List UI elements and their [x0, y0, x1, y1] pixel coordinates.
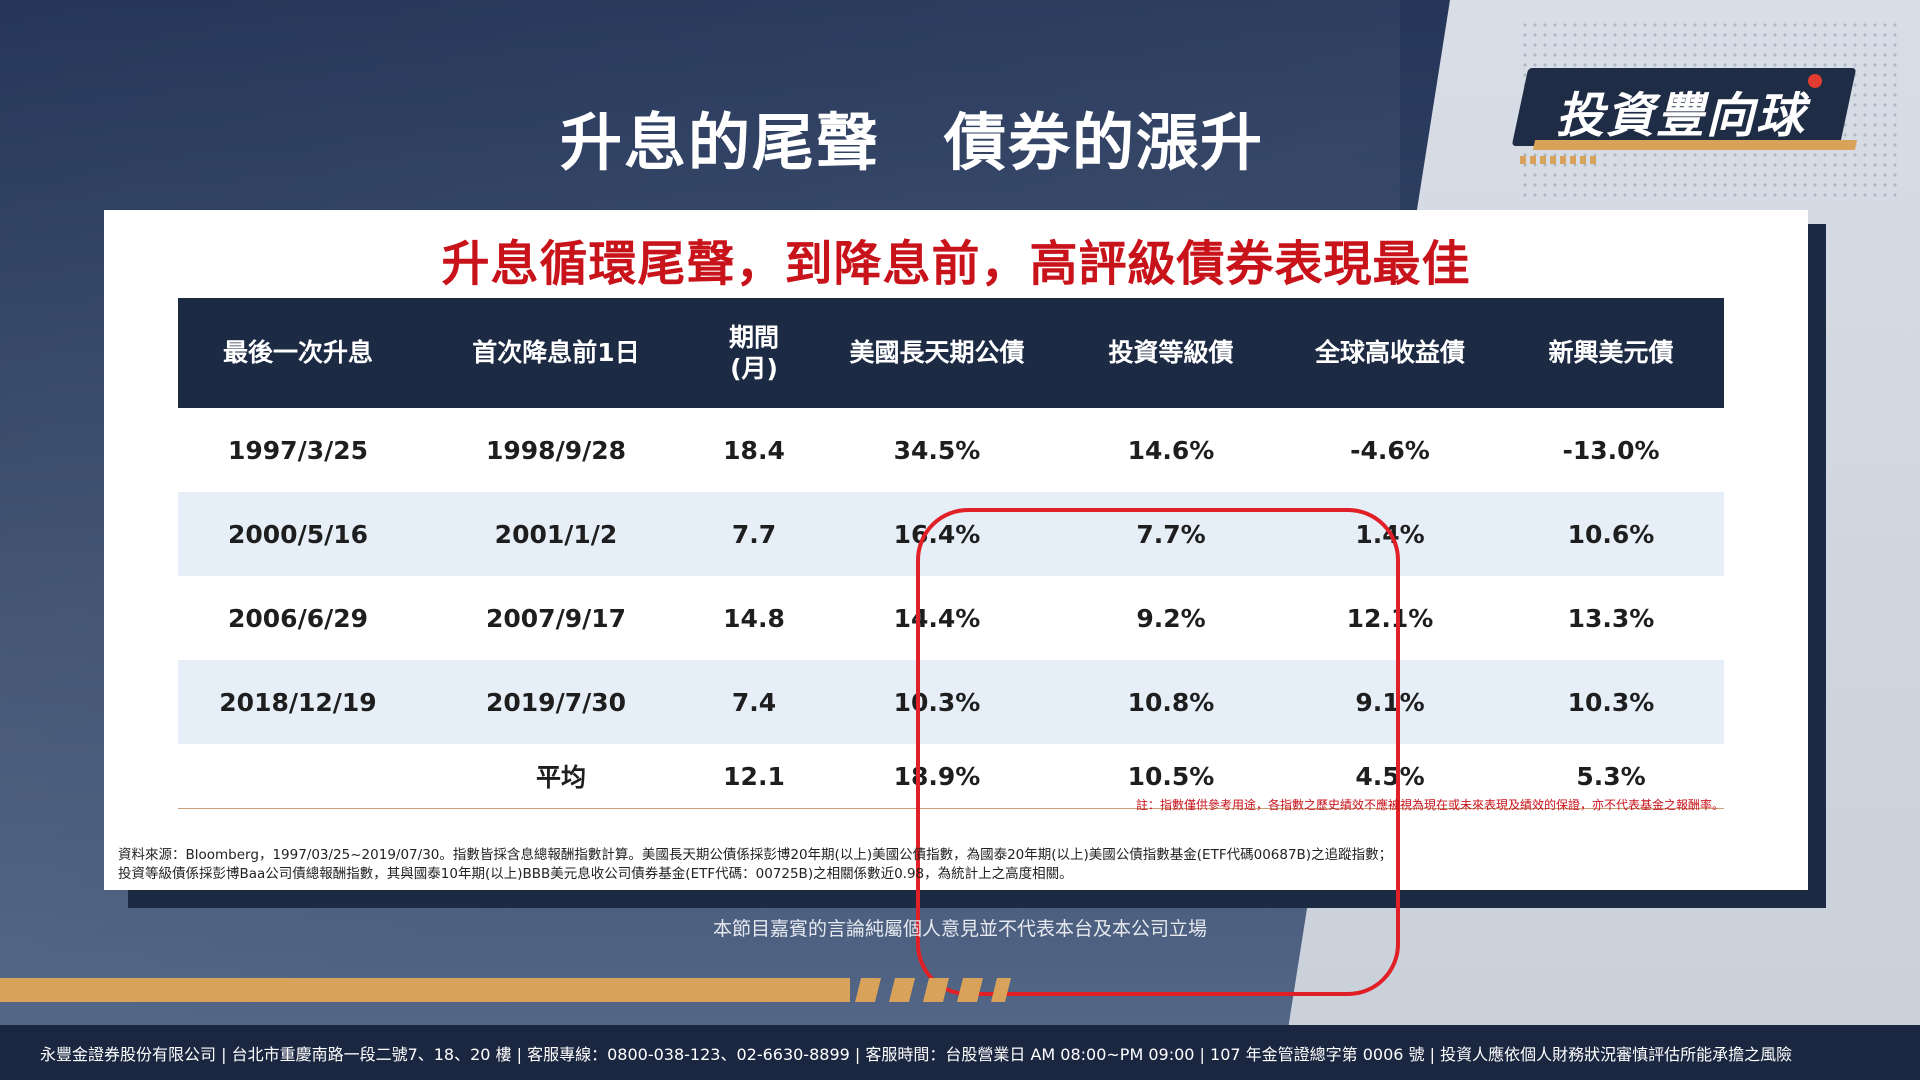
cell-average-label: 平均	[178, 744, 694, 809]
data-source-line: 投資等級債係採彭博Baa公司債總報酬指數，其與國泰10年期(以上)BBB美元息收…	[118, 866, 1073, 882]
cell-investment-grade: 9.2%	[1136, 603, 1206, 633]
cell-us-long-treasury: 14.4%	[893, 603, 981, 633]
table-average-row: 平均 12.1 18.9% 10.5% 4.5% 5.3%	[178, 744, 1724, 809]
cell-em-usd-bond: 10.3%	[1498, 660, 1724, 744]
cell-average-investment-grade: 10.5%	[1060, 744, 1282, 809]
cell-period: 14.8	[723, 603, 785, 633]
cell-us-long-treasury: 10.3%	[814, 660, 1060, 744]
cell-period: 7.7	[694, 492, 814, 576]
program-logo: 投資豐向球	[1511, 68, 1860, 166]
cell-day-before-cut: 2001/1/2	[418, 492, 694, 576]
card-subtitle: 升息循環尾聲，到降息前，高評級債券表現最佳	[441, 236, 1471, 292]
data-source-line: 資料來源：Bloomberg，1997/03/25~2019/07/30。指數皆…	[118, 847, 1393, 863]
cell-last-hike: 1997/3/25	[227, 435, 369, 465]
col-header-em-usd-bond: 新興美元債	[1498, 298, 1724, 408]
bottom-gold-ticks	[855, 978, 1011, 1002]
bond-performance-table: 最後一次升息 首次降息前1日 期間 (月) 美國長天期公債 投資等級債 全球高收…	[178, 298, 1724, 809]
logo-red-dot	[1808, 74, 1822, 88]
cell-period: 7.4	[694, 660, 814, 744]
col-header-day-before-first-cut: 首次降息前1日	[418, 298, 694, 408]
cell-us-long-treasury: 34.5%	[893, 435, 981, 465]
cell-day-before-cut: 1998/9/28	[485, 435, 627, 465]
program-disclaimer: 本節目嘉賓的言論純屬個人意見並不代表本台及本公司立場	[712, 918, 1207, 940]
cell-em-usd-bond: 13.3%	[1567, 603, 1655, 633]
footer-text: 永豐金證券股份有限公司 | 台北市重慶南路一段二號7、18、20 樓 | 客服專…	[40, 1045, 1793, 1064]
table-row: 2018/12/19 2019/7/30 7.4 10.3% 10.8% 9.1…	[178, 660, 1724, 744]
highlight-oval	[916, 508, 1400, 996]
cell-investment-grade: 7.7%	[1060, 492, 1282, 576]
cell-investment-grade: 14.6%	[1127, 435, 1215, 465]
logo-tick-marks	[1520, 156, 1600, 164]
col-header-period-months: 期間 (月)	[694, 298, 814, 408]
content-card: 升息循環尾聲，到降息前，高評級債券表現最佳 最後一次升息 首次降息前1日 期間 …	[104, 210, 1808, 996]
cell-last-hike: 2018/12/19	[178, 660, 418, 744]
disclaimer-note: 註：指數僅供參考用途，各指數之歷史績效不應被視為現在或未來表現及績效的保證，亦不…	[1135, 798, 1724, 812]
cell-average-period: 12.1	[694, 744, 814, 809]
cell-investment-grade: 10.8%	[1060, 660, 1282, 744]
table-header-row: 最後一次升息 首次降息前1日 期間 (月) 美國長天期公債 投資等級債 全球高收…	[178, 298, 1724, 408]
cell-global-high-yield: 9.1%	[1282, 660, 1498, 744]
cell-day-before-cut: 2019/7/30	[418, 660, 694, 744]
table-row: 1997/3/25 1998/9/28 18.4 34.5% 14.6% -4.…	[178, 408, 1724, 492]
page-title: 升息的尾聲 債券的漲升	[560, 106, 1265, 179]
cell-em-usd-bond: 10.6%	[1498, 492, 1724, 576]
cell-global-high-yield: -4.6%	[1350, 435, 1430, 465]
cell-day-before-cut: 2007/9/17	[485, 603, 627, 633]
col-header-last-hike: 最後一次升息	[178, 298, 418, 408]
cell-em-usd-bond: -13.0%	[1562, 435, 1660, 465]
footer-bar: 永豐金證券股份有限公司 | 台北市重慶南路一段二號7、18、20 樓 | 客服專…	[0, 1025, 1920, 1080]
cell-period: 18.4	[723, 435, 785, 465]
col-header-investment-grade: 投資等級債	[1060, 298, 1282, 408]
cell-last-hike: 2000/5/16	[178, 492, 418, 576]
cell-average-global-high-yield: 4.5%	[1282, 744, 1498, 809]
cell-global-high-yield: 12.1%	[1346, 603, 1434, 633]
table-row: 2006/6/29 2007/9/17 14.8 14.4% 9.2% 12.1…	[178, 576, 1724, 660]
cell-last-hike: 2006/6/29	[227, 603, 369, 633]
cell-average-em-usd-bond: 5.3%	[1498, 744, 1724, 809]
col-header-global-high-yield: 全球高收益債	[1282, 298, 1498, 408]
logo-text: 投資豐向球	[1556, 88, 1807, 144]
cell-average-us-long-treasury: 18.9%	[814, 744, 1060, 809]
data-source: 資料來源：Bloomberg，1997/03/25~2019/07/30。指數皆…	[118, 846, 1778, 884]
col-header-us-long-treasury: 美國長天期公債	[814, 298, 1060, 408]
bottom-gold-bar	[0, 978, 850, 1002]
